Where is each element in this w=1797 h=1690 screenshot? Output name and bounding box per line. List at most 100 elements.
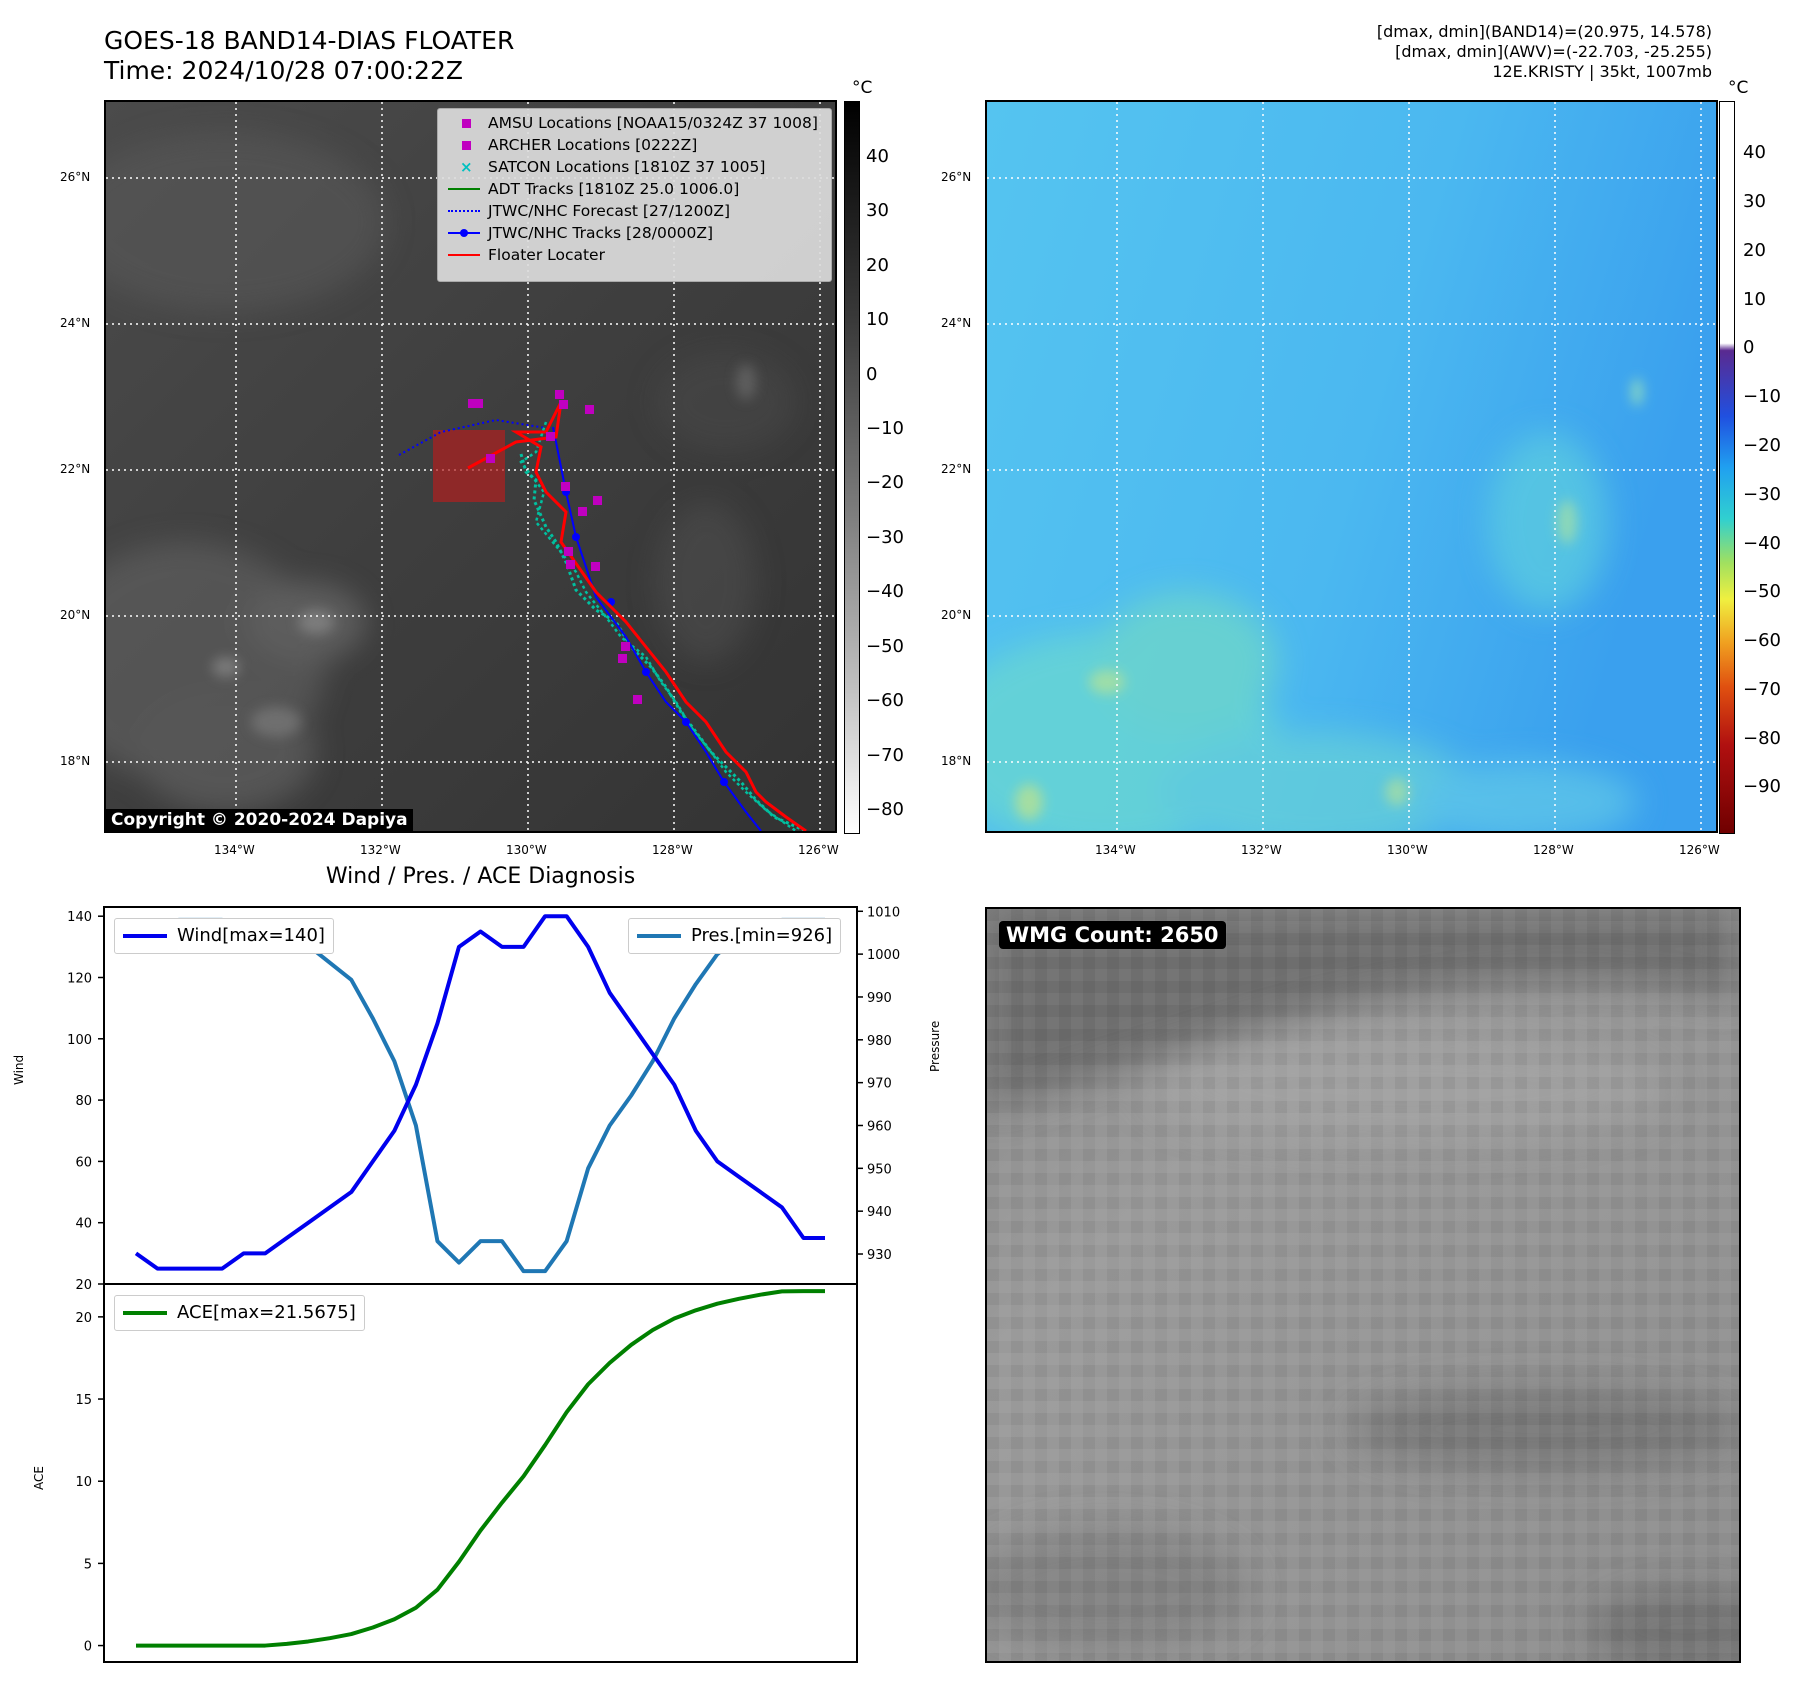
lat-tick: 26°N (941, 170, 972, 184)
ace-ytick-label: 5 (84, 1557, 92, 1572)
ir-colorbar (844, 101, 860, 834)
storm-info: 12E.KRISTY | 35kt, 1007mb (1492, 62, 1712, 81)
colorbar-tick: 30 (866, 200, 889, 221)
lat-tick: 24°N (941, 316, 972, 330)
wind-ytick-label: 140 (67, 910, 92, 925)
pressure-ytick-label: 940 (867, 1205, 892, 1220)
wind-ytick-label: 120 (67, 971, 92, 986)
colorbar-tick: 10 (866, 309, 889, 330)
colorbar-tick: 0 (866, 364, 878, 385)
colorbar-tick: −30 (866, 527, 904, 548)
colorbar-tick: −10 (866, 418, 904, 439)
band14-range: [dmax, dmin](BAND14)=(20.975, 14.578) (1376, 22, 1712, 41)
legend-item-jtwc: JTWC/NHC Tracks [28/0000Z] (448, 221, 713, 243)
lon-tick: 134°W (214, 843, 255, 857)
lat-tick: 22°N (60, 462, 91, 476)
awv-gridlines (987, 102, 1716, 831)
pressure-ytick-label: 970 (867, 1077, 892, 1092)
copyright-label: Copyright © 2020-2024 Dapiya (106, 809, 413, 831)
legend-item-floater: Floater Locater (448, 243, 605, 265)
image-title: GOES-18 BAND14-DIAS FLOATER (104, 26, 515, 55)
lat-tick: 26°N (60, 170, 91, 184)
wind-ytick-label: 20 (75, 1278, 92, 1293)
lon-tick: 134°W (1095, 843, 1136, 857)
colorbar-tick: −30 (1743, 484, 1781, 505)
wind-ytick-label: 100 (67, 1033, 92, 1048)
colorbar-tick: −80 (866, 799, 904, 820)
wind-series-line (134, 914, 825, 1271)
colorbar-tick: −40 (866, 581, 904, 602)
legend-square-icon (462, 118, 471, 128)
pressure-ytick-label: 960 (867, 1119, 892, 1134)
wind-plot-frame (103, 906, 858, 1285)
awv-colorbar (1719, 101, 1735, 834)
pressure-ytick-label: 1010 (867, 905, 900, 920)
colorbar-tick: −10 (1743, 386, 1781, 407)
pressure-ytick-label: 980 (867, 1034, 892, 1049)
colorbar-tick: −70 (866, 745, 904, 766)
wind-ytick-label: 40 (75, 1217, 92, 1232)
jtwc-forecast-track (398, 418, 547, 456)
awv-moisture-texture (987, 432, 1637, 831)
wmg-panel: WMG Count: 2650 (985, 907, 1741, 1663)
colorbar-tick: 40 (1743, 142, 1766, 163)
lon-tick: 130°W (506, 843, 547, 857)
legend-item-archer: ARCHER Locations [0222Z] (448, 133, 697, 155)
colorbar-tick: −60 (1743, 630, 1781, 651)
colorbar-tick: 30 (1743, 191, 1766, 212)
awv-colorbar-unit: °C (1728, 78, 1749, 98)
header-title-block: GOES-18 BAND14-DIAS FLOATER Time: 2024/1… (104, 26, 514, 86)
colorbar-tick: −90 (1743, 776, 1781, 797)
legend-item-forecast: JTWC/NHC Forecast [27/1200Z] (448, 199, 730, 221)
colorbar-tick: −20 (1743, 435, 1781, 456)
lon-tick: 130°W (1387, 843, 1428, 857)
legend-line-icon (448, 253, 480, 256)
colorbar-tick: 20 (866, 255, 889, 276)
colorbar-tick: 10 (1743, 289, 1766, 310)
wmg-count-badge: WMG Count: 2650 (999, 921, 1226, 949)
legend-item-satcon: × SATCON Locations [1810Z 37 1005] (460, 157, 766, 176)
lon-tick: 128°W (652, 843, 693, 857)
awv-map-svg (987, 102, 1716, 831)
pressure-ytick-label: 1000 (867, 948, 900, 963)
legend-item-amsu: AMSU Locations [NOAA15/0324Z 37 1008] (448, 111, 818, 133)
colorbar-tick: −50 (866, 636, 904, 657)
map-legend: AMSU Locations [NOAA15/0324Z 37 1008] AR… (437, 108, 832, 282)
image-time: Time: 2024/10/28 07:00:22Z (104, 56, 463, 85)
wind-legend-swatch (123, 934, 167, 938)
ace-series-line (136, 1289, 825, 1648)
pressure-legend-swatch (637, 934, 681, 938)
pressure-series-line (136, 917, 825, 1274)
lon-tick: 132°W (1241, 843, 1282, 857)
pressure-ytick-label: 930 (867, 1248, 892, 1263)
awv-range: [dmax, dmin](AWV)=(-22.703, -25.255) (1395, 42, 1712, 61)
lat-tick: 20°N (941, 608, 972, 622)
ir-map-panel: AMSU Locations [NOAA15/0324Z 37 1008] AR… (104, 100, 837, 833)
colorbar-tick: 40 (866, 146, 889, 167)
wind-pressure-plot: 140 120 100 80 60 40 20 1010 1000 990 980 970 960 950… (67, 905, 900, 1293)
legend-square-icon (462, 140, 471, 150)
wind-ytick-label: 80 (75, 1094, 92, 1109)
colorbar-tick: 20 (1743, 240, 1766, 261)
ace-ytick-label: 10 (75, 1475, 92, 1490)
wmg-image-svg (987, 909, 1739, 1661)
legend-dotted-line-icon (448, 209, 480, 212)
colorbar-tick: −70 (1743, 679, 1781, 700)
colorbar-tick: −60 (866, 690, 904, 711)
lon-tick: 126°W (1679, 843, 1720, 857)
jtwc-track (552, 426, 762, 831)
legend-line-icon (448, 187, 480, 190)
lon-tick: 126°W (798, 843, 839, 857)
header-info-block: [dmax, dmin](BAND14)=(20.975, 14.578) [d… (1377, 22, 1712, 82)
floater-locater-track (467, 401, 807, 831)
legend-item-adt: ADT Tracks [1810Z 25.0 1006.0] (448, 177, 739, 199)
ace-plot-frame (103, 1283, 858, 1663)
colorbar-tick: −50 (1743, 581, 1781, 602)
amsu-archer-points (468, 390, 642, 704)
colorbar-tick: 0 (1743, 337, 1755, 358)
diagnosis-title: Wind / Pres. / ACE Diagnosis (325, 864, 636, 889)
wind-ytick-label: 60 (75, 1155, 92, 1170)
wind-legend: Wind[max=140] (114, 918, 334, 954)
ace-ytick-label: 0 (84, 1640, 92, 1655)
lat-tick: 18°N (60, 754, 91, 768)
